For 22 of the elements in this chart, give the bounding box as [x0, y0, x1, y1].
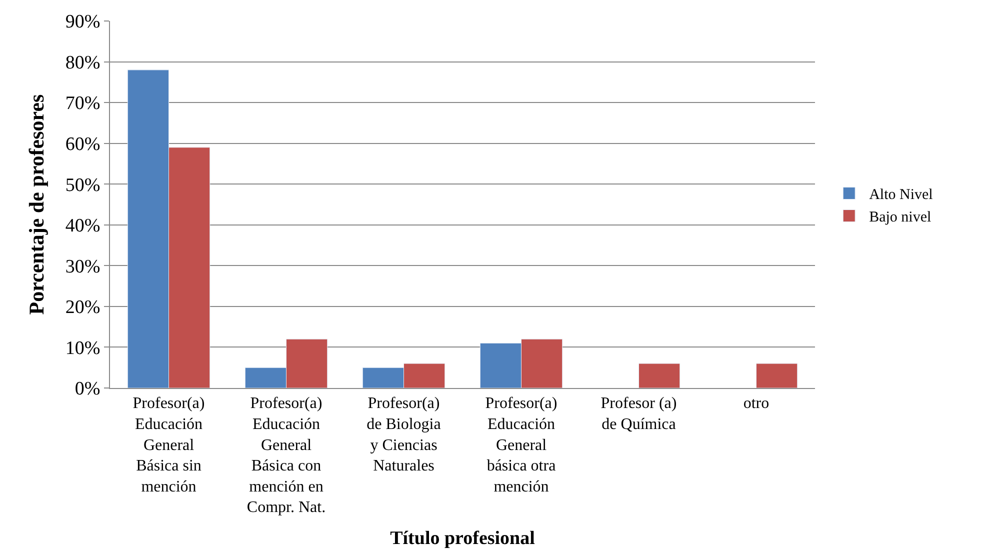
y-tick-label: 60%	[65, 134, 100, 155]
y-tick-label: 50%	[65, 174, 100, 196]
y-tick-label: 0%	[74, 378, 100, 400]
y-tick-label: 70%	[65, 93, 100, 114]
x-tick-label: Profesor(a) Educación General básica otra mención	[485, 395, 558, 496]
y-tick-label: 80%	[65, 52, 100, 74]
y-tick-label: 90%	[65, 12, 100, 33]
y-tick-label: 40%	[65, 216, 100, 237]
bar	[638, 363, 680, 388]
legend-label: Alto Nivel	[869, 187, 933, 204]
x-tick-label: Profesor(a) Educación General Básica con mención en Compr. Nat.	[246, 395, 326, 516]
y-tick-label: 30%	[65, 256, 100, 278]
y-tick-label: 10%	[65, 338, 100, 359]
x-tick-label: Profesor(a) Educación General Básica sin mención	[132, 395, 205, 496]
x-tick-label: Profesor(a) de Biologia y Ciencias Naturales	[366, 395, 441, 475]
y-tick-label: 20%	[65, 297, 100, 318]
x-axis-title: Título profesional	[390, 528, 535, 549]
legend-label: Bajo nivel	[869, 210, 932, 226]
x-tick-label: otro	[743, 395, 770, 412]
y-axis-title: Porcentaje de profesores	[24, 94, 49, 315]
bar	[756, 363, 798, 388]
x-tick-label: Profesor (a) de Química	[600, 395, 677, 433]
